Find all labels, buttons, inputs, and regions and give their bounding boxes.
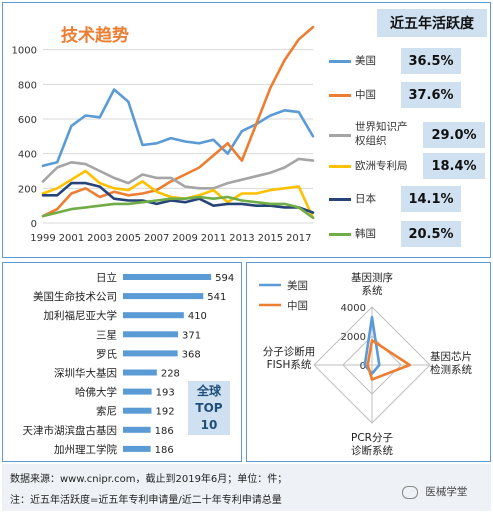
bar-value-label: 410 xyxy=(188,311,207,322)
footer-note: 注：近五年活跃度=近五年专利申请量/近二十年专利申请总量 xyxy=(10,495,282,506)
bar xyxy=(123,388,152,395)
activity-value: 36.5% xyxy=(401,48,461,74)
legend-swatch xyxy=(329,60,351,63)
bar xyxy=(123,407,152,414)
top10-panel: 日立 594 美国生命技术公司 541 加利福尼亚大学 410 三星 371 罗氏 368 深圳华大… xyxy=(2,262,242,462)
footer-logo-text: 医械学堂 xyxy=(425,486,468,498)
x-tick-label: 2009 xyxy=(172,233,197,244)
radar-tick-label: 4000 xyxy=(341,303,366,314)
x-tick-label: 2001 xyxy=(59,233,84,244)
legend-swatch xyxy=(329,165,351,168)
activity-value: 29.0% xyxy=(423,122,485,148)
activity-header-text: 近五年活跃度 xyxy=(390,16,474,32)
badge-line-2: TOP xyxy=(195,400,223,415)
series-line-5 xyxy=(41,195,315,220)
y-tick-label: 600 xyxy=(18,115,37,126)
badge-line-3: 10 xyxy=(200,417,218,432)
legend-label: 中国 xyxy=(355,89,376,101)
radar-axis-label: 基因芯片检测系统 xyxy=(430,350,472,376)
y-tick-label: 200 xyxy=(18,184,37,195)
bar-category-label: 索尼 xyxy=(96,405,117,418)
bar-value-label: 371 xyxy=(182,330,201,341)
radar-axis-label: 分子诊断用 FISH系统 xyxy=(263,345,316,371)
top10-bar-chart: 日立 594 美国生命技术公司 541 加利福尼亚大学 410 三星 371 罗氏 368 深圳华大… xyxy=(23,271,235,456)
series-line-4 xyxy=(41,181,315,214)
radar-axis-label: PCR分子诊断系统 xyxy=(351,432,393,457)
bar-value-label: 186 xyxy=(155,426,174,437)
bar xyxy=(123,445,151,452)
legend-label: 韩国 xyxy=(355,228,376,240)
legend-swatch xyxy=(329,198,351,201)
y-tick-label: 1000 xyxy=(12,46,37,57)
bar xyxy=(123,312,184,319)
radar-legend-label: 中国 xyxy=(287,299,308,312)
bar xyxy=(123,331,179,338)
x-tick-label: 1999 xyxy=(30,233,55,244)
bar-category-label: 罗氏 xyxy=(96,348,117,360)
bar-category-label: 天津市湖滨盘古基因 xyxy=(23,424,118,437)
radar-tick-label: 2000 xyxy=(341,332,366,343)
legend-swatch xyxy=(329,233,351,236)
series-line-0 xyxy=(41,88,315,168)
legend-swatch xyxy=(329,94,351,97)
footer-source: 数据来源：www.cnipr.com，截止到2019年6月；单位：件； xyxy=(10,474,288,485)
x-tick-label: 2015 xyxy=(258,233,283,244)
bar xyxy=(123,426,151,433)
bar-value-label: 594 xyxy=(215,273,234,284)
x-tick-label: 2003 xyxy=(87,233,112,244)
legend-swatch xyxy=(329,134,351,137)
bar-category-label: 三星 xyxy=(96,329,117,341)
x-tick-label: 2017 xyxy=(286,233,311,244)
radar-tick-label: 0 xyxy=(360,361,366,372)
radar-legend-label: 美国 xyxy=(287,279,308,292)
bar xyxy=(123,274,212,280)
bar xyxy=(123,369,157,376)
activity-header: 近五年活跃度 xyxy=(377,9,487,37)
series-line-1 xyxy=(41,25,315,218)
footer: 数据来源：www.cnipr.com，截止到2019年6月；单位：件； 注：近五… xyxy=(2,464,491,511)
bar-value-label: 193 xyxy=(156,388,175,399)
footer-logo: 医械学堂 xyxy=(402,484,467,499)
bar-value-label: 541 xyxy=(207,292,226,303)
series-line-2 xyxy=(41,157,315,190)
y-tick-label: 0 xyxy=(31,219,37,230)
bar-category-label: 加利福尼亚大学 xyxy=(44,309,118,322)
radar-panel: 0 2000 4000 基因测序系统基因芯片检测系统 PCR分子诊断系统 分子诊断用 FI… xyxy=(246,262,491,462)
x-tick-label: 2007 xyxy=(144,233,169,244)
radar-series-0 xyxy=(363,315,381,375)
bar xyxy=(123,293,204,300)
x-tick-label: 2011 xyxy=(201,233,226,244)
radar-series-1 xyxy=(366,339,411,381)
y-tick-label: 800 xyxy=(18,80,37,91)
x-tick-label: 2013 xyxy=(229,233,254,244)
legend-label: 日本 xyxy=(355,193,376,205)
bar-value-label: 368 xyxy=(182,349,201,360)
top10-badge: 全球 TOP 10 xyxy=(188,381,230,435)
bar-category-label: 哈佛大学 xyxy=(75,386,117,399)
bar-value-label: 192 xyxy=(155,407,174,418)
activity-value: 14.1% xyxy=(401,186,461,212)
y-tick-label: 400 xyxy=(18,150,37,161)
activity-value: 20.5% xyxy=(401,221,461,247)
legend-label: 欧洲专利局 xyxy=(355,160,408,172)
trend-panel: 0 200 400 600 800 1000 1999 2001 2003 2005 2007 20… xyxy=(2,2,491,258)
bar-category-label: 美国生命技术公司 xyxy=(33,290,117,303)
activity-value: 18.4% xyxy=(423,153,485,179)
legend-label: 美国 xyxy=(355,55,376,67)
legend-label: 世界知识产权组织 xyxy=(355,121,408,147)
bar-value-label: 186 xyxy=(155,445,174,456)
bar-category-label: 日立 xyxy=(96,271,117,284)
radar-axis-label: 基因测序系统 xyxy=(351,271,393,297)
bar xyxy=(123,350,178,357)
badge-line-1: 全球 xyxy=(196,383,221,398)
x-tick-label: 2005 xyxy=(116,233,141,244)
wechat-icon xyxy=(402,485,418,499)
bar-category-label: 深圳华大基因 xyxy=(54,367,117,380)
bar-value-label: 228 xyxy=(161,369,180,380)
activity-value: 37.6% xyxy=(401,82,461,108)
bar-category-label: 加州理工学院 xyxy=(54,443,117,456)
chart-title: 技术趋势 xyxy=(61,25,129,46)
